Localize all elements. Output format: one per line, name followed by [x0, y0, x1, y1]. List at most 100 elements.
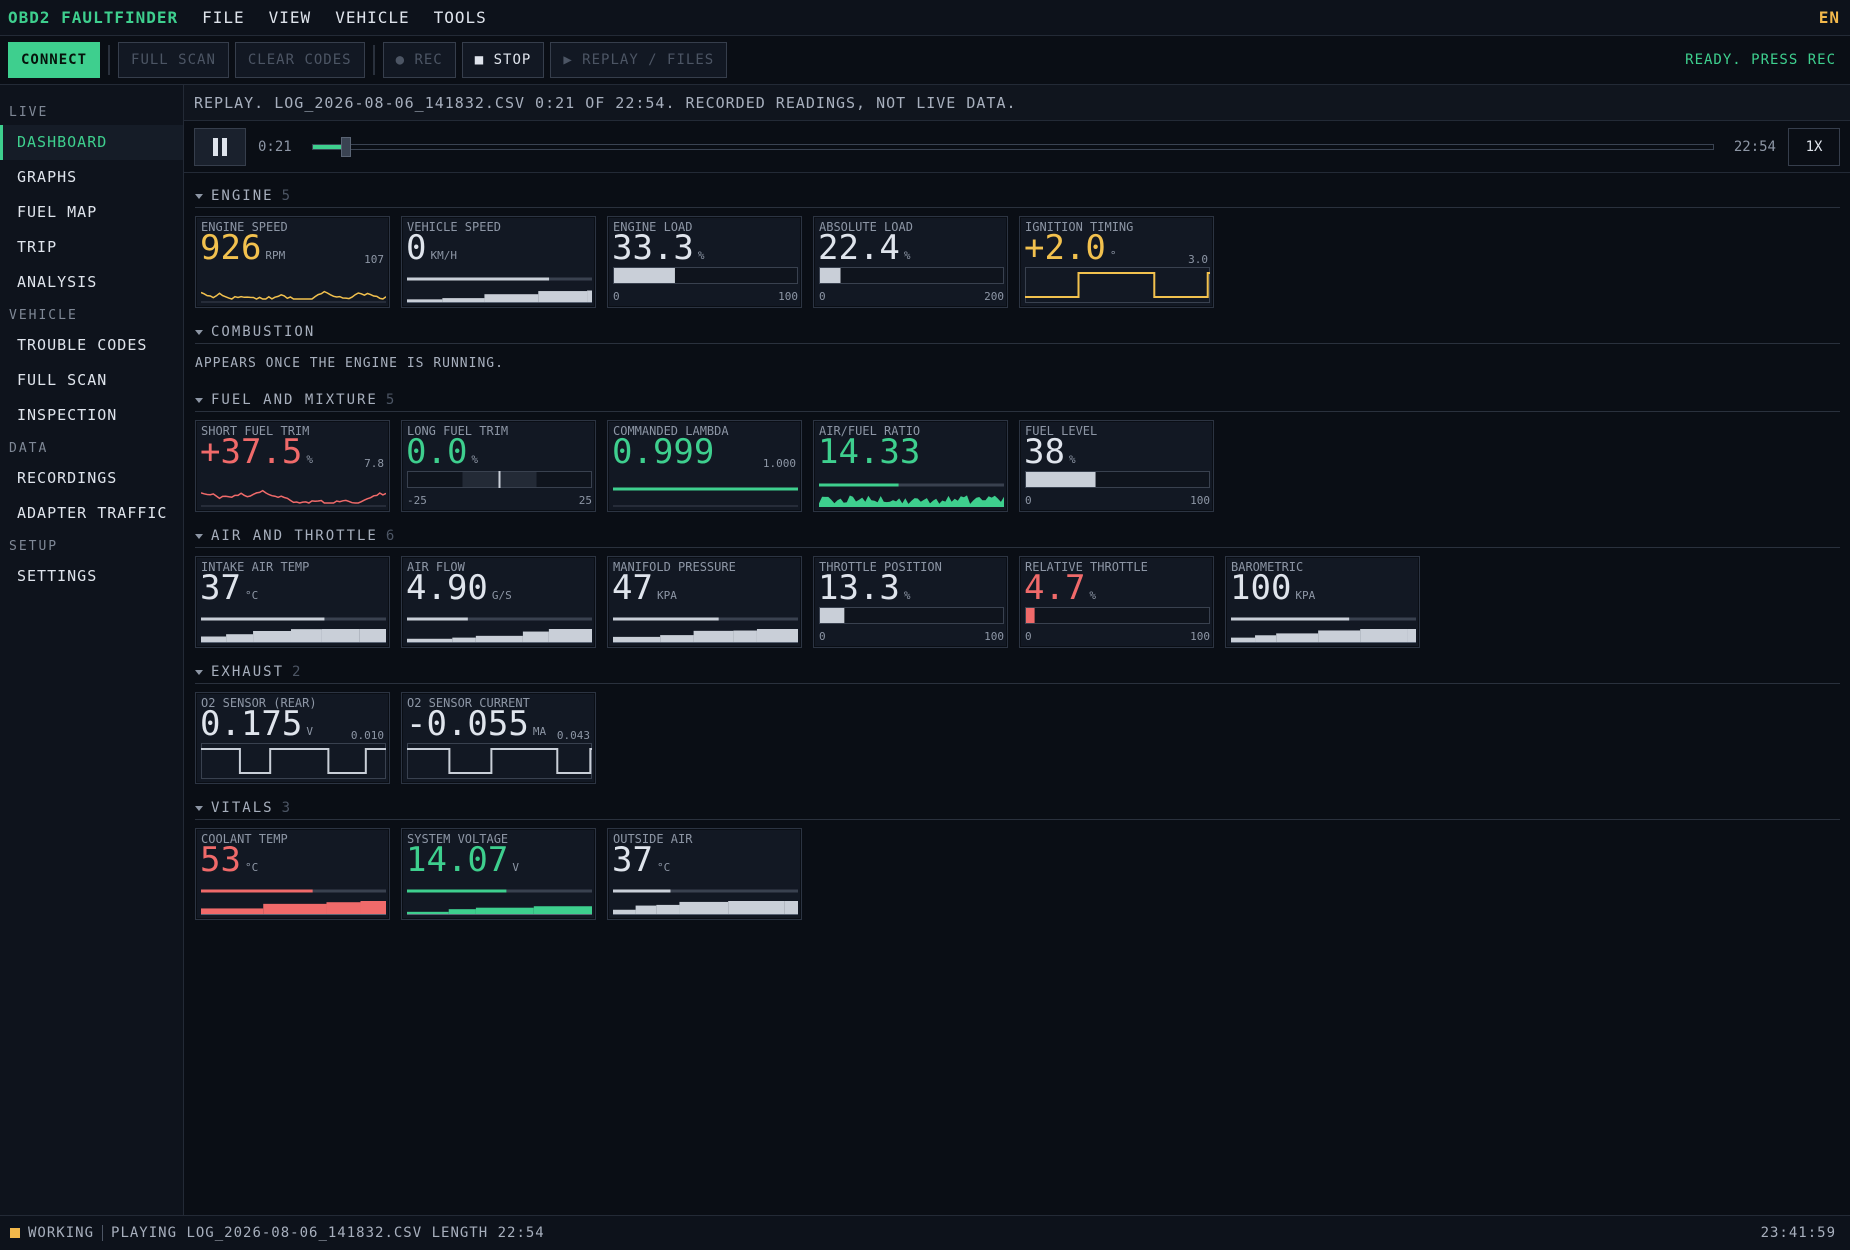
caret: [195, 669, 203, 675]
gauge-card[interactable]: FUEL LEVEL 38% 0 100: [1019, 420, 1214, 512]
card-value: 47: [612, 568, 653, 608]
gauge-card[interactable]: IGNITION TIMING +2.0 ° 3.0: [1019, 216, 1214, 308]
replay-button[interactable]: ▶ REPLAY / FILES: [550, 42, 728, 78]
toolbar-status: READY. PRESS REC: [1685, 52, 1836, 68]
step-line: [1025, 272, 1210, 298]
nav-item[interactable]: TRIP: [17, 238, 58, 256]
nav-item[interactable]: RECORDINGS: [17, 469, 118, 487]
nav-heading: VEHICLE: [9, 308, 78, 323]
nav-item[interactable]: TROUBLE CODES: [17, 336, 148, 354]
gauge-card[interactable]: ABSOLUTE LOAD 22.4% 0 200: [813, 216, 1008, 308]
card-unit: °C: [244, 861, 259, 874]
gauge-card[interactable]: OUTSIDE AIR 37 °C: [607, 828, 802, 920]
scale-max: 100: [778, 290, 798, 303]
nav-item[interactable]: SETTINGS: [17, 567, 98, 585]
trend-block: [613, 636, 661, 643]
gauge-card[interactable]: SHORT FUEL TRIM +37.5% 7.8: [195, 420, 390, 512]
section-header[interactable]: ENGINE 5: [195, 184, 1840, 208]
menu-item[interactable]: TOOLS: [433, 8, 487, 27]
menu-item[interactable]: VEHICLE: [335, 8, 410, 27]
sparkline: [201, 489, 386, 504]
clear-codes-button[interactable]: CLEAR CODES: [234, 42, 365, 78]
section-title: ENGINE: [211, 187, 274, 204]
card-value-wrap: +2.0 °: [1024, 231, 1117, 273]
rec-button[interactable]: ● REC: [382, 42, 456, 78]
menu-item[interactable]: FILE: [202, 8, 245, 27]
nav-item[interactable]: FULL SCAN: [17, 371, 108, 389]
gauge-card[interactable]: INTAKE AIR TEMP 37 °C: [195, 556, 390, 648]
gauge-card[interactable]: SYSTEM VOLTAGE 14.07 V: [401, 828, 596, 920]
seek-thumb[interactable]: [340, 136, 351, 157]
nav-item[interactable]: DASHBOARD: [0, 125, 183, 160]
trend-block: [263, 903, 327, 915]
card-note: 0.010: [350, 729, 384, 742]
section-title: VITALS: [211, 799, 274, 816]
gauge-card[interactable]: LONG FUEL TRIM 0.0% -25 25: [401, 420, 596, 512]
trend-block: [1231, 637, 1256, 643]
scale-min: -25: [407, 494, 427, 507]
trend-block: [1276, 633, 1319, 643]
scale-max: 100: [1190, 630, 1210, 643]
gauge-card[interactable]: ENGINE LOAD 33.3% 0 100: [607, 216, 802, 308]
gauge-card[interactable]: MANIFOLD PRESSURE 47 KPA: [607, 556, 802, 648]
card-unit: V: [306, 725, 313, 738]
gauge-fill: [820, 268, 841, 283]
trend-block: [1255, 635, 1277, 643]
card-value-wrap: 0 KM/H: [406, 231, 457, 273]
nav-item[interactable]: ANALYSIS: [17, 273, 98, 291]
card-unit: G/S: [491, 589, 512, 602]
card-graph: [1025, 267, 1210, 303]
trend-block: [656, 904, 680, 915]
speed-button[interactable]: 1X: [1788, 127, 1840, 166]
nav-item[interactable]: INSPECTION: [17, 406, 118, 424]
language[interactable]: EN: [1818, 8, 1840, 27]
connect-button[interactable]: CONNECT: [8, 42, 101, 78]
trend-block: [538, 291, 588, 303]
card-unit: %: [697, 249, 705, 262]
gauge-card[interactable]: AIR FLOW 4.90 G/S: [401, 556, 596, 648]
frame: [201, 743, 386, 779]
position: 0:21: [258, 138, 292, 155]
section: FUEL AND MIXTURE 5 SHORT FUEL TRIM +37.5% 7.…: [195, 388, 1840, 524]
gauge-card[interactable]: ENGINE SPEED 926 RPM 107: [195, 216, 390, 308]
gauge-card[interactable]: AIR/FUEL RATIO 14.33: [813, 420, 1008, 512]
gauge-card[interactable]: O2 SENSOR CURRENT -0.055 MA 0.043: [401, 692, 596, 784]
section-header[interactable]: COMBUSTION: [195, 320, 1840, 344]
gauge-card[interactable]: RELATIVE THROTTLE 4.7% 0 100: [1019, 556, 1214, 648]
seek-slider[interactable]: [311, 136, 1714, 157]
section: COMBUSTION APPEARS ONCE THE ENGINE IS RUN…: [195, 320, 1840, 388]
trend-block: [226, 634, 254, 643]
scale-max: 200: [984, 290, 1004, 303]
section-header[interactable]: VITALS 3: [195, 796, 1840, 820]
gauge-card[interactable]: O2 SENSOR (REAR) 0.175 V 0.010: [195, 692, 390, 784]
gauge-track: [819, 607, 1004, 624]
separator: [372, 45, 375, 75]
card-note: 0.043: [556, 729, 590, 742]
card-label: ABSOLUTE LOAD: [819, 220, 913, 234]
section-header[interactable]: AIR AND THROTTLE 6: [195, 524, 1840, 548]
gauge-track: [1025, 607, 1210, 624]
gauge-card[interactable]: COOLANT TEMP 53 °C: [195, 828, 390, 920]
stop-button[interactable]: ■ STOP: [461, 42, 545, 78]
collapse-icon: [195, 669, 203, 675]
section-header[interactable]: EXHAUST 2: [195, 660, 1840, 684]
pause-icon: [213, 137, 227, 156]
section-header[interactable]: FUEL AND MIXTURE 5: [195, 388, 1840, 412]
gauge-card[interactable]: THROTTLE POSITION 13.3% 0 100: [813, 556, 1008, 648]
nav-item[interactable]: GRAPHS: [17, 168, 78, 186]
step-line: [407, 748, 592, 774]
nav-item[interactable]: ADAPTER TRAFFIC: [17, 504, 168, 522]
card-graph: 0 100: [1025, 607, 1210, 643]
nav-item[interactable]: FUEL MAP: [17, 203, 98, 221]
pause-button[interactable]: [194, 127, 246, 166]
section-count: 6: [385, 527, 397, 544]
full-scan-button[interactable]: FULL SCAN: [118, 42, 229, 78]
gauge-card[interactable]: COMMANDED LAMBDA 0.999 1.000: [607, 420, 802, 512]
caret: [195, 533, 203, 539]
gauge-card[interactable]: VEHICLE SPEED 0 KM/H: [401, 216, 596, 308]
menu-item[interactable]: VIEW: [268, 8, 312, 27]
card-label: COMMANDED LAMBDA: [613, 424, 729, 438]
nav-heading: LIVE: [9, 105, 49, 120]
gauge-card[interactable]: BAROMETRIC 100 KPA: [1225, 556, 1420, 648]
card-value: 100: [1230, 568, 1292, 608]
